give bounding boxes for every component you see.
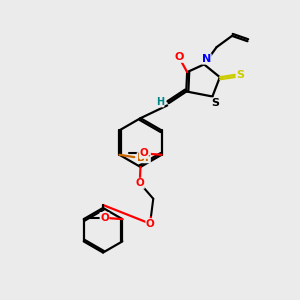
Text: O: O bbox=[174, 52, 184, 62]
Text: O: O bbox=[136, 178, 144, 188]
Text: S: S bbox=[212, 98, 219, 108]
Text: Br: Br bbox=[137, 153, 150, 163]
Text: S: S bbox=[236, 70, 244, 80]
Text: O: O bbox=[100, 213, 109, 223]
Text: O: O bbox=[146, 219, 155, 229]
Text: H: H bbox=[156, 97, 164, 107]
Text: N: N bbox=[202, 54, 211, 64]
Text: O: O bbox=[140, 148, 148, 158]
